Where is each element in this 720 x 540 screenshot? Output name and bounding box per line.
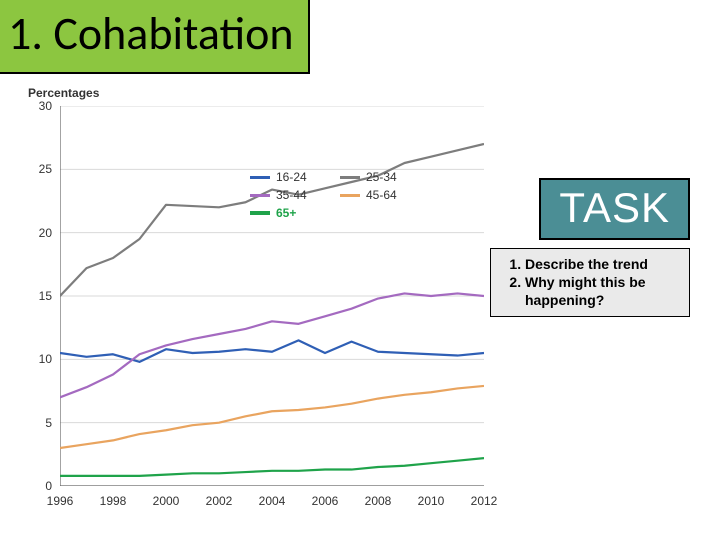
legend-swatch xyxy=(250,194,270,197)
legend-label: 45-64 xyxy=(366,188,397,202)
task-label: TASK xyxy=(559,184,670,231)
legend-row: 35-44 45-64 xyxy=(250,188,412,202)
x-tick-label: 2010 xyxy=(418,494,445,508)
x-tick-label: 2002 xyxy=(206,494,233,508)
x-tick-label: 1996 xyxy=(47,494,74,508)
legend-row: 16-24 25-34 xyxy=(250,170,412,184)
task-item: Describe the trend xyxy=(525,255,681,273)
task-list: Describe the trendWhy might this be happ… xyxy=(499,255,681,310)
legend-swatch xyxy=(340,176,360,179)
legend-label: 65+ xyxy=(276,206,296,220)
y-tick-label: 30 xyxy=(39,99,52,113)
legend-item: 25-34 xyxy=(340,170,412,184)
legend-label: 25-34 xyxy=(366,170,397,184)
y-tick-label: 0 xyxy=(45,479,52,493)
x-tick-label: 2012 xyxy=(471,494,498,508)
legend-item: 16-24 xyxy=(250,170,322,184)
x-tick-label: 2006 xyxy=(312,494,339,508)
title-text: 1. Cohabitation xyxy=(8,6,294,62)
x-tick-label: 1998 xyxy=(100,494,127,508)
y-tick-label: 5 xyxy=(45,416,52,430)
page-title: 1. Cohabitation xyxy=(0,0,310,74)
x-tick-label: 2004 xyxy=(259,494,286,508)
legend-item: 45-64 xyxy=(340,188,412,202)
task-item: Why might this be happening? xyxy=(525,273,681,309)
y-tick-label: 15 xyxy=(39,289,52,303)
x-tick-label: 2008 xyxy=(365,494,392,508)
legend-item: 65+ xyxy=(250,206,322,220)
legend-item: 35-44 xyxy=(250,188,322,202)
chart-legend: 16-24 25-34 35-44 45-64 65+ xyxy=(250,170,412,224)
line-chart: 0510152025301996199820002002200420062008… xyxy=(24,106,494,516)
legend-label: 35-44 xyxy=(276,188,307,202)
y-tick-label: 25 xyxy=(39,162,52,176)
legend-label: 16-24 xyxy=(276,170,307,184)
legend-swatch xyxy=(250,176,270,179)
legend-row: 65+ xyxy=(250,206,412,220)
task-badge: TASK xyxy=(539,178,690,240)
x-tick-label: 2000 xyxy=(153,494,180,508)
task-box: Describe the trendWhy might this be happ… xyxy=(490,248,690,317)
legend-swatch xyxy=(340,194,360,197)
y-tick-label: 10 xyxy=(39,352,52,366)
chart-plot xyxy=(60,106,484,486)
legend-swatch xyxy=(250,211,270,215)
y-tick-label: 20 xyxy=(39,226,52,240)
y-axis-title: Percentages xyxy=(28,86,99,100)
